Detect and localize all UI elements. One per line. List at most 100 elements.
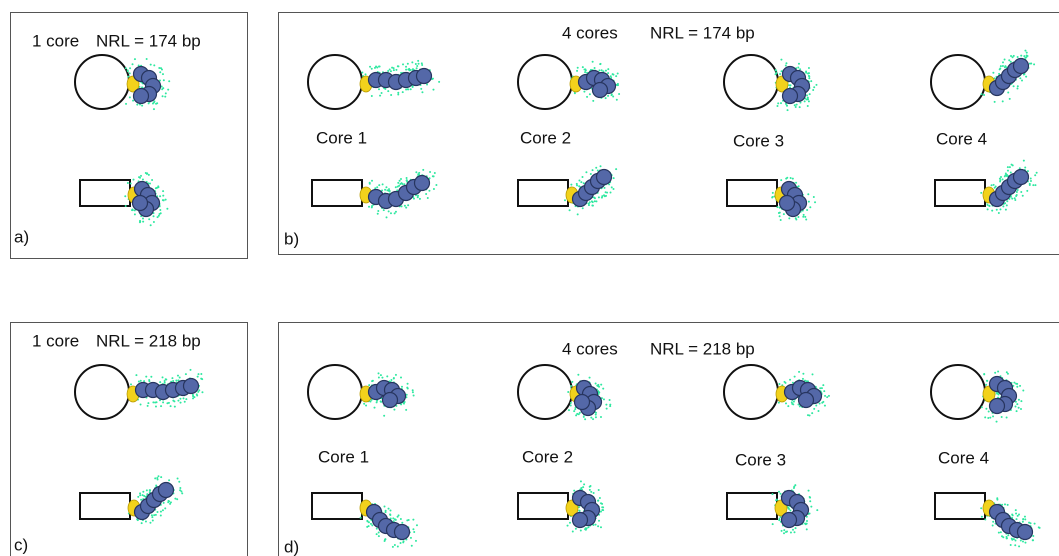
- cloud-dot: [573, 410, 576, 413]
- cloud-dot: [1012, 85, 1015, 88]
- cloud-dot: [591, 204, 594, 207]
- nucleosome: [1016, 523, 1034, 541]
- cloud-dot: [151, 516, 154, 519]
- cloud-dot: [1011, 197, 1014, 200]
- cloud-dot: [1021, 520, 1024, 523]
- cloud-dot: [819, 387, 822, 390]
- cloud-dot: [411, 391, 414, 394]
- cloud-dot: [802, 213, 805, 216]
- cloud-dot: [612, 187, 615, 190]
- cloud-dot: [394, 186, 397, 189]
- cloud-dot: [388, 68, 391, 71]
- cloud-dot: [604, 69, 607, 72]
- cloud-dot: [406, 386, 409, 389]
- core-label: Core 3: [735, 450, 786, 469]
- cloud-dot: [793, 485, 796, 488]
- cloud-dot: [986, 203, 989, 206]
- cloud-dot: [191, 393, 194, 396]
- cloud-dot: [806, 72, 809, 75]
- cloud-dot: [984, 518, 987, 521]
- cloud-dot: [154, 401, 157, 404]
- cloud-dot: [1017, 406, 1020, 409]
- nucleosome-chain: [359, 59, 441, 98]
- cloud-dot: [984, 416, 987, 419]
- cloud-dot: [405, 65, 408, 68]
- cloud-dot: [594, 523, 597, 526]
- cloud-dot: [1006, 169, 1009, 172]
- cloud-dot: [1016, 514, 1019, 517]
- nucleosome: [781, 87, 799, 105]
- cloud-dot: [418, 171, 421, 174]
- cloud-dot: [597, 525, 600, 528]
- cloud-dot: [816, 509, 819, 512]
- cloud-dot: [985, 383, 988, 386]
- cloud-dot: [384, 509, 387, 512]
- cloud-dot: [583, 90, 586, 93]
- cloud-dot: [818, 402, 821, 405]
- cloud-dot: [806, 96, 809, 99]
- cloud-dot: [797, 62, 800, 65]
- cloud-dot: [576, 69, 579, 72]
- cloud-dot: [378, 184, 381, 187]
- cloud-dot: [388, 188, 391, 191]
- cloud-dot: [141, 104, 144, 107]
- cloud-dot: [385, 186, 388, 189]
- cloud-dot: [990, 184, 993, 187]
- cloud-dot: [777, 212, 780, 215]
- cloud-dot: [591, 169, 594, 172]
- cloud-dot: [1015, 191, 1018, 194]
- cloud-dot: [807, 489, 810, 492]
- bead-sphere: [517, 364, 573, 420]
- cloud-dot: [583, 483, 586, 486]
- cloud-dot: [161, 376, 164, 379]
- cloud-dot: [387, 189, 390, 192]
- cloud-dot: [771, 191, 774, 194]
- cloud-dot: [406, 382, 409, 385]
- cloud-dot: [805, 380, 808, 383]
- panel-label: c): [14, 535, 28, 554]
- cloud-dot: [1009, 171, 1012, 174]
- cloud-dot: [616, 84, 619, 87]
- cloud-dot: [164, 198, 167, 201]
- cloud-dot: [145, 172, 148, 175]
- cloud-dot: [782, 213, 785, 216]
- cloud-dot: [1029, 177, 1032, 180]
- cloud-dot: [378, 65, 381, 68]
- cloud-dot: [1022, 73, 1025, 76]
- cloud-dot: [1024, 49, 1027, 52]
- cloud-dot: [169, 502, 172, 505]
- cloud-dot: [797, 216, 800, 219]
- cloud-dot: [364, 73, 367, 76]
- cloud-dot: [809, 206, 812, 209]
- cloud-dot: [371, 179, 374, 182]
- cloud-dot: [1002, 536, 1005, 539]
- nucleosome: [797, 391, 815, 409]
- cloud-dot: [780, 70, 783, 73]
- cloud-dot: [792, 403, 795, 406]
- cloud-dot: [393, 543, 396, 546]
- cloud-dot: [1015, 518, 1018, 521]
- cloud-dot: [147, 402, 150, 405]
- cloud-dot: [156, 477, 159, 480]
- cloud-dot: [822, 384, 825, 387]
- cloud-dot: [1012, 538, 1015, 541]
- cloud-dot: [1020, 400, 1023, 403]
- panel-nrl: NRL = 218 bp: [650, 339, 755, 358]
- cloud-dot: [588, 485, 591, 488]
- cloud-dot: [168, 80, 171, 83]
- cloud-dot: [810, 80, 813, 83]
- cloud-dot: [409, 536, 412, 539]
- cloud-dot: [426, 196, 429, 199]
- cloud-dot: [610, 94, 613, 97]
- nucleosome-chain: [774, 58, 818, 112]
- cloud-dot: [808, 77, 811, 80]
- cloud-dot: [189, 368, 192, 371]
- cloud-dot: [435, 184, 438, 187]
- cloud-dot: [171, 377, 174, 380]
- cloud-dot: [193, 396, 196, 399]
- cloud-dot: [149, 224, 152, 227]
- cloud-dot: [999, 65, 1002, 68]
- cloud-dot: [784, 402, 787, 405]
- cloud-dot: [783, 532, 786, 535]
- cloud-dot: [1020, 54, 1023, 57]
